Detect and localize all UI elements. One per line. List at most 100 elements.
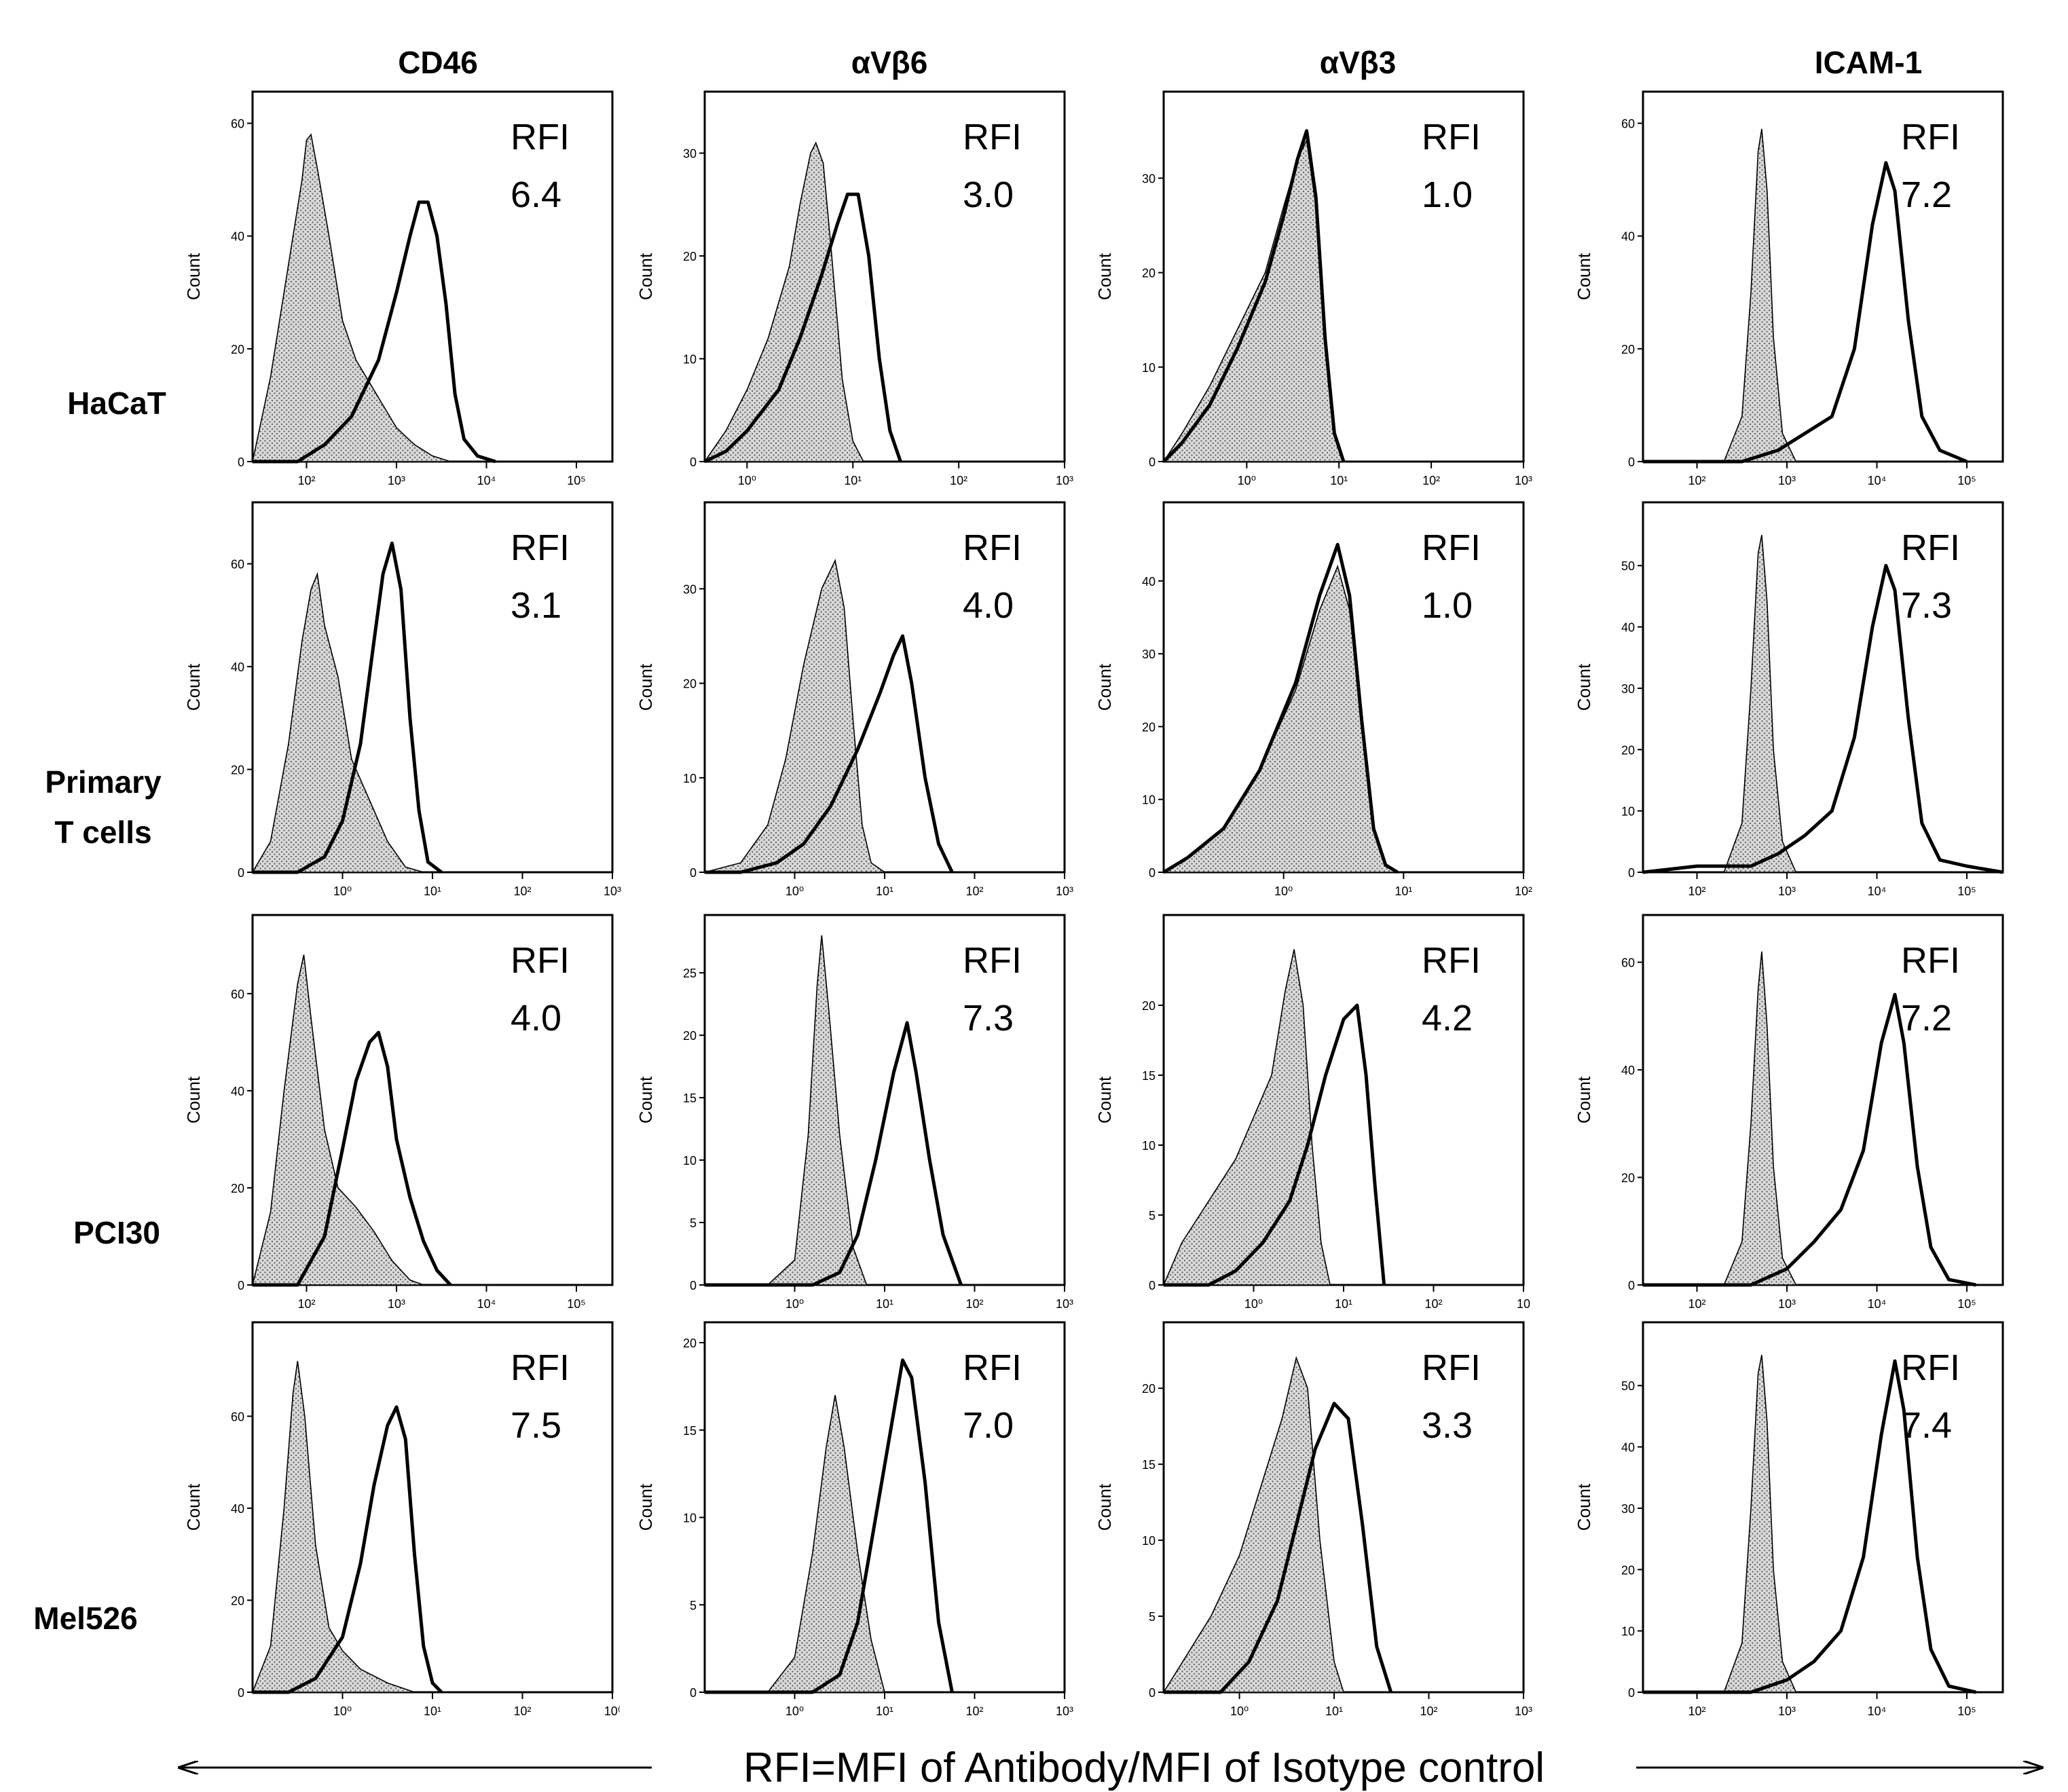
y-tick-label: 15 (1142, 1069, 1156, 1083)
antibody-histogram (253, 1405, 443, 1694)
antibody-histogram (705, 1021, 963, 1287)
y-tick-label: 10 (1142, 794, 1156, 807)
column-header-avb3: αVβ3 (1320, 45, 1397, 80)
x-tick-label: 10¹ (1325, 1704, 1343, 1718)
y-tick-label: 20 (683, 250, 697, 263)
x-tick-label: 10⁰ (738, 474, 756, 487)
x-tick-label: 10⁵ (1957, 884, 1976, 898)
x-tick-label: 10⁰ (1230, 1704, 1249, 1718)
x-tick-label: 10² (965, 1297, 983, 1311)
antibody-histogram (1643, 161, 1968, 464)
y-tick-label: 40 (1621, 1441, 1635, 1455)
y-tick-label: 20 (1142, 267, 1156, 280)
count-axis-label: Count (183, 253, 204, 300)
y-tick-label: 40 (1621, 621, 1635, 635)
y-tick-label: 0 (1628, 1686, 1635, 1700)
panel-r4c4: 0 10 20 30 40 50 10² 10³ 10⁴ 10⁵ Count RFI 7.4 (1574, 1321, 2004, 1718)
panel-r3c2: 0 5 10 15 20 25 10⁰ 10¹ 10² 10³ Count RFI 7.3 (635, 914, 1073, 1311)
panel-frame (1642, 914, 2004, 1286)
rfi-label: RFI (511, 117, 570, 157)
y-tick-label: 30 (1621, 682, 1635, 696)
antibody-histogram (1162, 542, 1399, 874)
y-tick-label: 30 (1621, 1502, 1635, 1516)
x-tick-label: 10² (1422, 474, 1440, 487)
panel-r3c3: 0 5 10 15 20 10⁰ 10¹ 10² 10 Count RFI 4.2 (1094, 914, 1530, 1311)
panel-r2c2: 0 10 20 30 10⁰ 10¹ 10² 10³ Count RFI 4.0 (635, 501, 1073, 898)
panel-r3c1: 0 20 40 60 10² 10³ 10⁴ 10⁵ Count RFI 4.0 (183, 914, 614, 1311)
rfi-value: 7.2 (1901, 998, 1952, 1039)
panel-frame (1642, 501, 2004, 874)
rfi-value: 7.4 (1901, 1405, 1952, 1446)
panel-frame (703, 501, 1066, 874)
x-tick-label: 10² (1515, 884, 1532, 898)
histogram-panels: 0 20 40 60 10² 10³ 10⁴ 10⁵ Count RFI 6.4 0 10 20 30 10⁰… (183, 90, 2004, 1718)
panel-r4c1: 0 20 40 60 10⁰ 10¹ 10² 10⁽ Count RFI 7.5 (183, 1321, 621, 1718)
rfi-value: 7.5 (511, 1405, 561, 1446)
antibody-histogram (253, 541, 443, 874)
y-tick-label: 0 (1149, 1279, 1156, 1292)
column-header-icam1: ICAM-1 (1815, 45, 1922, 80)
count-axis-label: Count (635, 253, 656, 300)
rfi-value: 7.2 (1901, 174, 1952, 215)
x-tick-label: 10³ (1515, 474, 1532, 487)
x-tick-label: 10⁴ (1868, 884, 1887, 898)
x-tick-label: 10³ (604, 884, 621, 898)
rfi-label: RFI (1901, 1347, 1960, 1388)
rfi-value: 4.2 (1422, 998, 1473, 1039)
panel-r2c1: 0 20 40 60 10⁰ 10¹ 10² 10³ Count RFI 3.1 (183, 501, 621, 898)
antibody-histogram (1164, 1402, 1393, 1694)
y-tick-label: 30 (683, 582, 697, 596)
x-tick-label: 10² (965, 884, 983, 898)
x-tick-label: 10³ (1778, 884, 1796, 898)
y-tick-label: 10 (1142, 361, 1156, 375)
x-tick-label: 10¹ (844, 474, 862, 487)
y-tick-label: 0 (690, 1686, 697, 1700)
antibody-histogram (705, 634, 954, 874)
x-tick-label: 10³ (1515, 1704, 1532, 1718)
y-tick-label: 10 (1142, 1139, 1156, 1153)
footer: RFI=MFI of Antibody/MFI of Isotype contr… (178, 1744, 2044, 1791)
isotype-histogram (251, 572, 424, 873)
y-tick-label: 0 (238, 1686, 244, 1700)
x-tick-label: 10⁴ (1868, 474, 1887, 487)
y-tick-label: 30 (1142, 648, 1156, 661)
y-tick-label: 60 (1621, 117, 1635, 131)
panel-r2c4: 0 10 20 30 40 50 10² 10³ 10⁴ 10⁵ Count RFI 7.3 (1574, 501, 2004, 898)
isotype-histogram (705, 1395, 886, 1693)
antibody-histogram (253, 200, 496, 464)
panel-r1c4: 0 20 40 60 10² 10³ 10⁴ 10⁵ Count RFI 7.2 (1574, 90, 2004, 487)
x-tick-label: 10² (1688, 884, 1705, 898)
column-header-avb6: αVβ6 (851, 45, 928, 80)
rfi-label: RFI (1422, 1347, 1481, 1388)
x-tick-label: 10² (513, 884, 531, 898)
x-tick-label: 10⁴ (477, 474, 496, 487)
y-tick-label: 20 (231, 343, 244, 356)
y-tick-label: 0 (1628, 866, 1635, 880)
count-axis-label: Count (183, 1483, 204, 1531)
y-tick-label: 20 (231, 1182, 244, 1195)
y-tick-label: 30 (1142, 172, 1156, 185)
x-tick-label: 10¹ (1395, 884, 1412, 898)
y-tick-label: 20 (1621, 1172, 1635, 1185)
y-tick-label: 25 (683, 967, 697, 980)
x-tick-label: 10⁵ (567, 1297, 585, 1311)
rfi-label: RFI (1901, 940, 1960, 981)
x-tick-label: 10¹ (1330, 474, 1348, 487)
rfi-label: RFI (511, 940, 570, 981)
x-tick-label: 10³ (1056, 1704, 1073, 1718)
y-tick-label: 40 (1142, 575, 1156, 589)
isotype-histogram (1643, 534, 1797, 873)
rfi-label: RFI (1422, 940, 1481, 981)
rfi-value: 7.0 (963, 1405, 1014, 1446)
y-tick-label: 20 (231, 1594, 244, 1607)
antibody-histogram (1643, 1359, 1976, 1694)
rfi-value: 7.3 (1901, 585, 1952, 626)
isotype-histogram (704, 559, 887, 873)
y-tick-label: 40 (1621, 1064, 1635, 1077)
x-tick-label: 10³ (1778, 1704, 1796, 1718)
footer-caption: RFI=MFI of Antibody/MFI of Isotype contr… (743, 1744, 1545, 1791)
count-axis-label: Count (1094, 253, 1115, 300)
panel-r4c2: 0 5 10 15 20 10⁰ 10¹ 10² 10³ Count RFI 7.0 (635, 1321, 1073, 1718)
antibody-histogram (705, 1358, 954, 1694)
count-axis-label: Count (183, 1076, 204, 1123)
